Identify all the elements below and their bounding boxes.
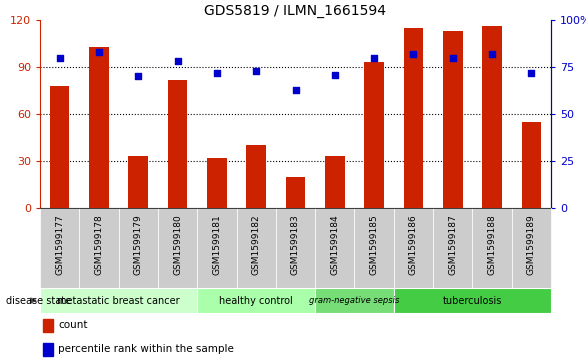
Bar (128, 156, 148, 208)
Point (173, 58, 182, 64)
Bar (207, 158, 227, 208)
Bar (276, 208, 315, 288)
Text: metastatic breast cancer: metastatic breast cancer (57, 295, 180, 306)
Point (488, 51, 497, 57)
Bar (522, 122, 541, 208)
Point (291, 87, 300, 93)
Bar (237, 208, 276, 288)
Text: GSM1599186: GSM1599186 (409, 215, 418, 275)
Text: GSM1599180: GSM1599180 (173, 215, 182, 275)
Bar (246, 145, 266, 208)
Text: GSM1599184: GSM1599184 (331, 215, 339, 275)
Bar (443, 31, 462, 208)
Text: percentile rank within the sample: percentile rank within the sample (58, 344, 234, 355)
Bar (89, 46, 109, 208)
Bar (158, 208, 197, 288)
Text: GSM1599182: GSM1599182 (252, 215, 261, 275)
Point (251, 68, 261, 74)
Point (448, 55, 458, 61)
Bar (40, 208, 79, 288)
Bar (315, 288, 394, 313)
Bar (394, 208, 433, 288)
Bar (40, 288, 197, 313)
Bar (315, 208, 355, 288)
Bar (43, 343, 53, 356)
Bar (50, 86, 70, 208)
Title: GDS5819 / ILMN_1661594: GDS5819 / ILMN_1661594 (205, 4, 387, 17)
Bar (433, 208, 472, 288)
Text: GSM1599179: GSM1599179 (134, 215, 143, 275)
Text: GSM1599188: GSM1599188 (488, 215, 496, 275)
Text: gram-negative sepsis: gram-negative sepsis (309, 296, 400, 305)
Bar (512, 208, 551, 288)
Point (55, 55, 64, 61)
Bar (43, 319, 53, 332)
Bar (197, 288, 315, 313)
Text: disease state: disease state (6, 295, 71, 306)
Point (94, 49, 104, 55)
Text: GSM1599178: GSM1599178 (94, 215, 104, 275)
Bar (394, 288, 551, 313)
Point (527, 70, 536, 76)
Point (212, 70, 222, 76)
Text: healthy control: healthy control (219, 295, 293, 306)
Bar (118, 208, 158, 288)
Bar (404, 28, 423, 208)
Point (134, 73, 143, 79)
Bar (364, 62, 384, 208)
Bar (79, 208, 118, 288)
Text: GSM1599189: GSM1599189 (527, 215, 536, 275)
Text: GSM1599185: GSM1599185 (370, 215, 379, 275)
Point (330, 72, 339, 77)
Bar (482, 26, 502, 208)
Text: GSM1599183: GSM1599183 (291, 215, 300, 275)
Text: count: count (58, 321, 87, 330)
Text: GSM1599187: GSM1599187 (448, 215, 457, 275)
Bar (325, 156, 345, 208)
Bar (197, 208, 237, 288)
Bar (168, 79, 188, 208)
Point (369, 55, 379, 61)
Bar (472, 208, 512, 288)
Text: tuberculosis: tuberculosis (442, 295, 502, 306)
Bar (285, 177, 305, 208)
Point (409, 51, 418, 57)
Text: GSM1599181: GSM1599181 (212, 215, 222, 275)
Bar (355, 208, 394, 288)
Text: GSM1599177: GSM1599177 (55, 215, 64, 275)
